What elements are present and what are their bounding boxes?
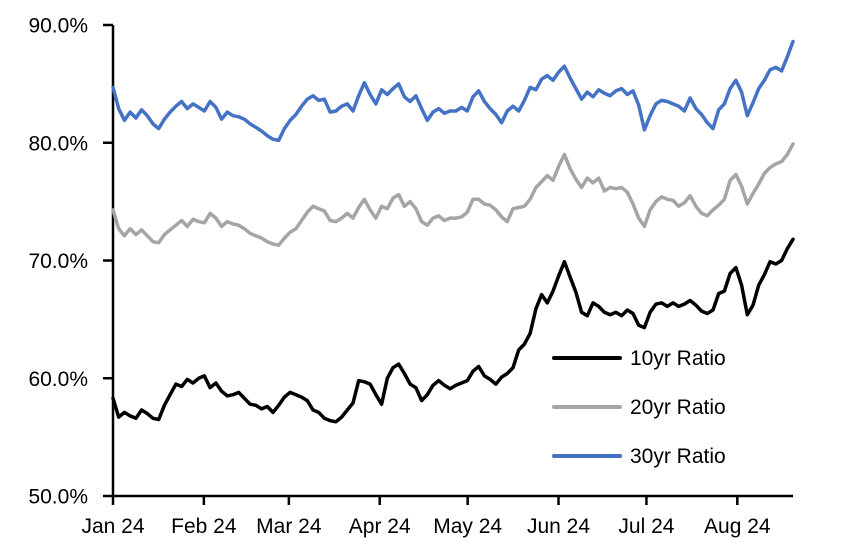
legend-label-30yr: 30yr Ratio	[630, 444, 726, 468]
x-tick-label: Apr 24	[349, 515, 411, 538]
x-tick-label: Mar 24	[256, 515, 322, 538]
legend-swatch-30yr	[552, 454, 622, 458]
x-tick-label: May 24	[433, 515, 502, 538]
series-line-10yr	[111, 237, 795, 424]
x-tick-label: Jan 24	[81, 515, 144, 538]
legend-swatch-20yr	[552, 405, 622, 409]
legend-label-20yr: 20yr Ratio	[630, 395, 726, 419]
x-tick-label: Feb 24	[171, 515, 237, 538]
x-tick-label: Jun 24	[527, 515, 590, 538]
x-tick-label: Aug 24	[704, 515, 771, 538]
series-line-20yr	[111, 142, 795, 247]
legend-item-10yr: 10yr Ratio	[552, 344, 726, 372]
y-tick-label: 80.0%	[28, 132, 88, 155]
y-tick-label: 50.0%	[28, 486, 88, 509]
x-tick-label: Jul 24	[618, 515, 674, 538]
legend-item-20yr: 20yr Ratio	[552, 393, 726, 421]
y-tick-label: 70.0%	[28, 250, 88, 273]
y-tick-label: 90.0%	[28, 15, 88, 38]
legend-swatch-10yr	[552, 356, 622, 360]
legend: 10yr Ratio 20yr Ratio 30yr Ratio	[552, 344, 726, 491]
y-tick-label: 60.0%	[28, 368, 88, 391]
legend-label-10yr: 10yr Ratio	[630, 346, 726, 370]
series-line-30yr	[111, 39, 795, 143]
legend-item-30yr: 30yr Ratio	[552, 442, 726, 470]
